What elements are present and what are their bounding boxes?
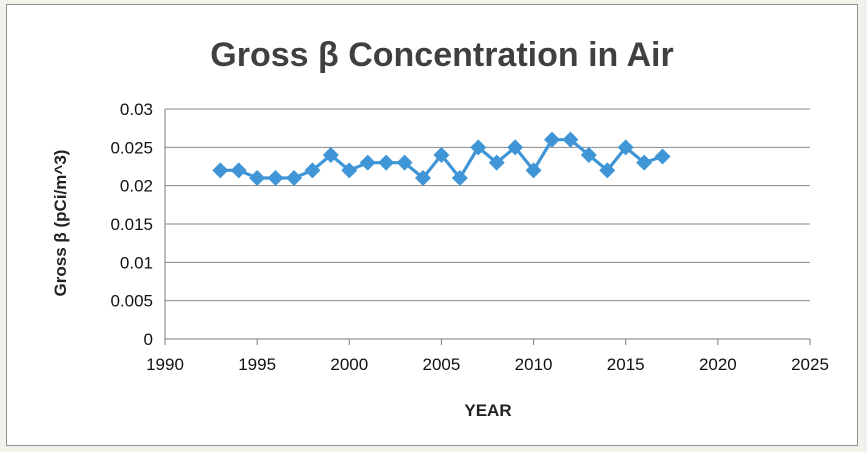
data-point <box>617 139 634 156</box>
data-point <box>378 154 395 171</box>
data-point <box>286 170 302 186</box>
data-point <box>267 170 284 186</box>
axes <box>164 109 811 345</box>
data-point <box>470 139 487 156</box>
y-tick-label: 0.025 <box>110 138 153 157</box>
y-tick-labels: 0 0.005 0.01 0.015 0.02 0.025 0.03 <box>110 100 153 349</box>
x-axis-title: YEAR <box>464 401 511 420</box>
data-point <box>249 170 266 186</box>
gridlines <box>165 108 810 302</box>
data-point <box>415 170 431 186</box>
x-tick-labels: 1990 1995 2000 2005 2010 2015 2020 2025 <box>146 355 829 374</box>
data-point <box>599 162 616 179</box>
y-tick-label: 0.01 <box>120 253 153 272</box>
y-tick-label: 0.005 <box>110 292 153 311</box>
data-point <box>507 139 524 156</box>
data-point <box>544 131 560 148</box>
data-point <box>525 162 542 179</box>
data-point <box>562 131 579 148</box>
data-point <box>359 154 376 171</box>
data-point <box>636 154 653 171</box>
x-tick-label: 2015 <box>607 355 645 374</box>
data-point <box>341 162 358 179</box>
data-point <box>212 162 229 179</box>
data-point <box>230 162 247 179</box>
y-tick-label: 0.02 <box>120 177 153 196</box>
series-group <box>212 131 671 186</box>
x-tick-label: 2000 <box>330 355 368 374</box>
x-tick-label: 2020 <box>699 355 737 374</box>
x-tick-label: 2025 <box>791 355 829 374</box>
y-axis-title: Gross β (pCi/m^3) <box>51 150 70 297</box>
data-point <box>488 154 505 171</box>
y-tick-label: 0.03 <box>120 100 153 119</box>
data-point <box>451 170 468 186</box>
data-point <box>322 147 339 163</box>
data-point <box>654 148 671 165</box>
x-tick-label: 2005 <box>423 355 461 374</box>
x-tick-label: 1995 <box>238 355 276 374</box>
chart-frame <box>6 4 858 446</box>
y-tick-label: 0 <box>144 330 153 349</box>
data-point <box>433 147 450 163</box>
data-point <box>580 147 597 163</box>
x-tick-label: 2010 <box>515 355 553 374</box>
y-tick-label: 0.015 <box>110 215 153 234</box>
x-tick-label: 1990 <box>146 355 184 374</box>
data-point <box>396 154 413 171</box>
chart-title: Gross β Concentration in Air <box>210 36 673 74</box>
data-point <box>304 162 321 179</box>
